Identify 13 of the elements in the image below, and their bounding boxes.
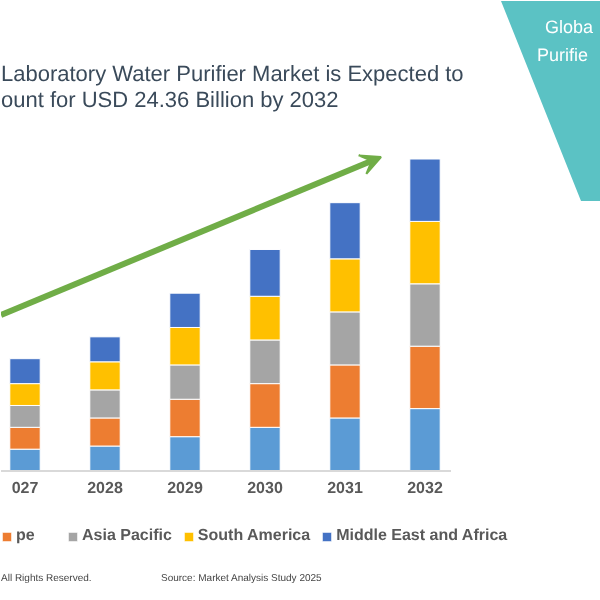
- x-tick-label: 2031: [327, 479, 364, 497]
- x-tick-label: 2032: [407, 479, 444, 497]
- text: Globa: [545, 17, 594, 37]
- text: Purifie: [537, 45, 589, 65]
- legend-label: Middle East and Africa: [336, 526, 508, 544]
- legend-label: Asia Pacific: [82, 526, 172, 544]
- x-tick-label: 2029: [167, 479, 204, 497]
- x-tick-label: 027: [11, 479, 40, 497]
- legend-label: South America: [197, 526, 311, 544]
- chart-title: Laboratory Water Purifier Market is Expected to ount for USD 24.36 Billion by 2032: [1, 63, 464, 113]
- x-tick-label: 2028: [87, 479, 124, 497]
- x-tick-label: 2030: [247, 479, 284, 497]
- legend-label: pe: [16, 526, 37, 544]
